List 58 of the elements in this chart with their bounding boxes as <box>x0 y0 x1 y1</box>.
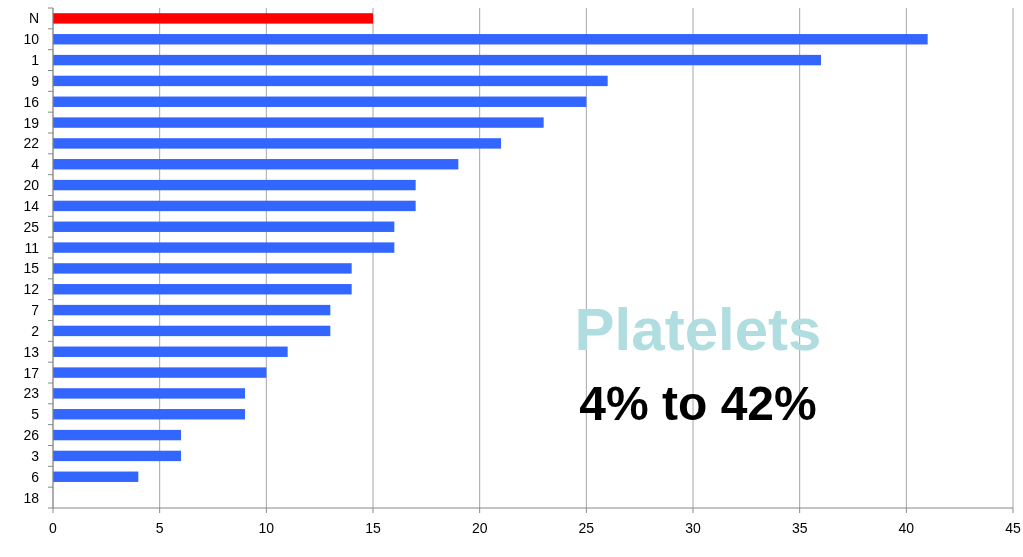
bar <box>53 159 459 170</box>
x-tick-label: 35 <box>791 520 808 536</box>
bar <box>53 179 416 191</box>
bar <box>53 325 331 337</box>
bar <box>53 304 331 316</box>
bar <box>53 263 352 274</box>
y-tick-label: 4 <box>31 156 40 173</box>
bar <box>53 200 416 212</box>
y-tick-label: 17 <box>23 364 40 381</box>
y-tick-label: 10 <box>23 31 40 48</box>
y-tick-label: 11 <box>24 239 40 256</box>
bar <box>53 75 608 87</box>
y-tick-label: 6 <box>31 468 40 485</box>
bar <box>53 346 288 357</box>
y-tick-label: 26 <box>23 427 40 444</box>
x-tick-label: 10 <box>258 520 275 536</box>
y-tick-label: 14 <box>23 197 40 214</box>
bar <box>53 34 928 45</box>
bar <box>53 284 352 295</box>
x-tick-label: 5 <box>155 520 164 536</box>
bar <box>53 96 587 107</box>
bar <box>53 388 245 399</box>
y-tick-label: 22 <box>23 135 40 152</box>
bar <box>53 221 395 232</box>
y-tick-label: 16 <box>23 93 40 110</box>
y-tick-label: 9 <box>31 72 40 89</box>
x-tick-label: 20 <box>471 520 488 536</box>
y-tick-label: 25 <box>23 218 40 235</box>
bar <box>53 117 544 128</box>
x-tick-label: 40 <box>898 520 915 536</box>
bar <box>53 471 139 482</box>
y-tick-label: 12 <box>23 281 40 298</box>
bar <box>53 13 373 24</box>
bar <box>53 54 821 66</box>
y-tick-label: 15 <box>23 260 40 277</box>
annotation: 4% to 42% <box>579 377 817 430</box>
x-tick-label: 45 <box>1005 520 1021 536</box>
y-tick-label: 18 <box>23 489 40 506</box>
bar <box>53 138 501 149</box>
x-tick-label: 15 <box>365 520 381 536</box>
x-tick-label: 25 <box>578 520 595 536</box>
y-tick-label: 13 <box>23 343 40 360</box>
y-tick-label: 1 <box>31 52 40 69</box>
bar <box>53 429 181 441</box>
bar <box>53 409 245 420</box>
bar <box>53 367 267 378</box>
y-tick-label: 20 <box>23 177 40 194</box>
y-tick-label: N <box>28 10 39 27</box>
bar <box>53 242 395 253</box>
x-tick-label: 0 <box>49 520 58 536</box>
y-tick-label: 5 <box>31 406 40 423</box>
y-tick-label: 3 <box>31 447 40 464</box>
bar <box>53 450 181 462</box>
y-tick-label: 7 <box>31 302 40 319</box>
y-tick-label: 19 <box>23 114 40 131</box>
x-tick-label: 30 <box>685 520 701 536</box>
y-tick-label: 2 <box>31 322 40 339</box>
y-tick-label: 23 <box>23 385 40 402</box>
